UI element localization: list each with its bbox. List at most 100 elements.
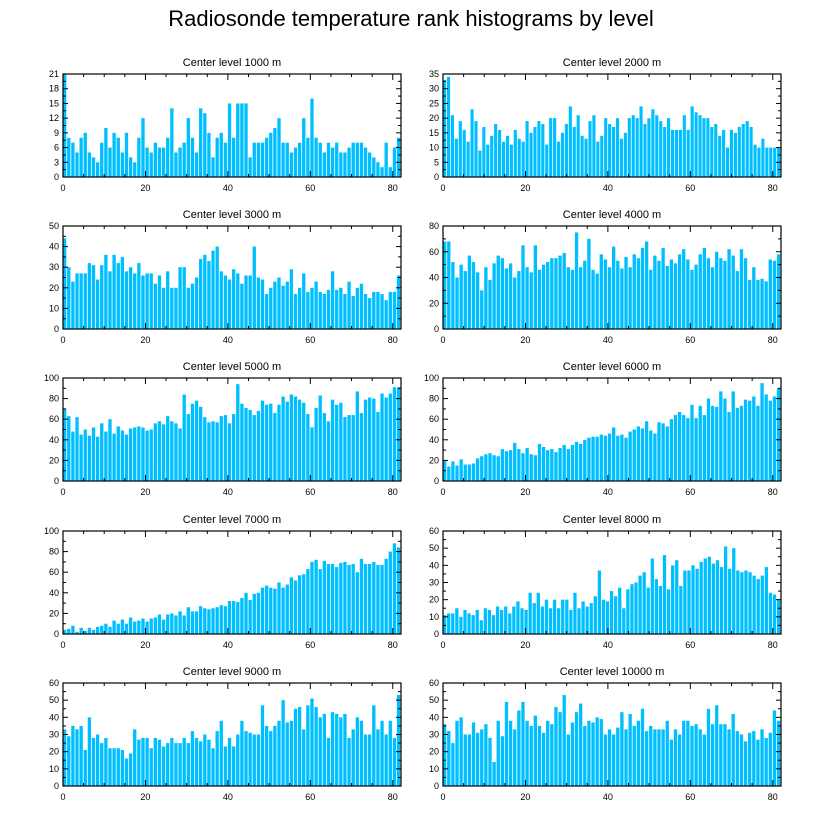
bar — [306, 414, 310, 481]
y-tick-label: 0 — [54, 172, 59, 182]
bar — [498, 129, 502, 177]
bar — [207, 609, 211, 634]
bar — [490, 135, 494, 177]
bar — [67, 267, 71, 329]
bar — [574, 441, 579, 481]
bar — [557, 608, 561, 634]
bar — [690, 269, 694, 329]
bar — [731, 713, 735, 786]
bar — [326, 142, 331, 177]
bar — [199, 606, 203, 634]
bar — [552, 599, 557, 634]
bar — [351, 415, 355, 481]
bar — [335, 567, 339, 634]
bar — [728, 568, 732, 634]
bar — [95, 162, 100, 177]
bar — [748, 732, 752, 786]
bar — [666, 589, 671, 634]
x-tick-label: 20 — [520, 487, 530, 497]
bar — [638, 575, 642, 634]
bar — [269, 587, 273, 634]
y-tick-label: 40 — [49, 435, 59, 445]
bar — [640, 428, 645, 481]
bar — [447, 466, 451, 481]
bar — [363, 563, 368, 634]
bar — [574, 712, 579, 786]
bar — [116, 426, 120, 481]
bar — [471, 615, 475, 634]
y-tick-label: 0 — [434, 172, 439, 182]
x-tick-label: 80 — [388, 183, 398, 193]
bar — [182, 737, 186, 786]
bar — [133, 729, 137, 786]
bar — [297, 707, 302, 786]
bar — [569, 609, 573, 634]
bar — [343, 417, 347, 481]
bar — [600, 135, 604, 177]
bar — [698, 729, 702, 786]
x-tick-label: 40 — [603, 335, 613, 345]
bar — [706, 118, 710, 177]
bar — [661, 423, 665, 481]
y-tick-label: 0 — [54, 324, 59, 334]
bar — [260, 279, 265, 329]
bar — [149, 748, 153, 786]
bar — [178, 147, 182, 177]
y-tick-label: 100 — [44, 373, 59, 383]
bar — [677, 734, 682, 786]
bar — [351, 563, 355, 634]
bar — [372, 157, 376, 177]
bar — [631, 115, 635, 177]
bar — [310, 698, 314, 786]
bar — [359, 558, 364, 634]
bar — [513, 277, 517, 329]
bar — [492, 761, 496, 786]
bar — [372, 561, 376, 634]
bar — [583, 260, 587, 329]
bar — [544, 599, 549, 634]
bar — [655, 115, 659, 177]
bar — [616, 435, 620, 481]
bar — [302, 402, 306, 481]
bar — [772, 396, 777, 481]
bar — [583, 725, 587, 786]
y-tick-label: 20 — [429, 113, 439, 123]
bar — [240, 283, 244, 329]
bar — [447, 613, 451, 634]
bar — [223, 746, 228, 786]
bar — [628, 713, 632, 786]
bar — [186, 607, 190, 634]
bar — [372, 398, 376, 481]
bar — [83, 749, 87, 786]
bar — [607, 729, 612, 786]
bar — [748, 400, 752, 481]
bar — [504, 701, 509, 786]
bar — [683, 570, 687, 634]
bar — [702, 118, 706, 177]
bar — [232, 137, 236, 177]
bar — [314, 407, 318, 481]
bar — [302, 574, 306, 634]
x-tick-label: 80 — [768, 640, 778, 650]
bar — [768, 592, 773, 634]
bar — [673, 415, 678, 481]
bar — [133, 162, 137, 177]
bar — [190, 611, 195, 634]
bar — [715, 251, 719, 329]
bar — [667, 118, 671, 177]
x-tick-label: 40 — [223, 335, 233, 345]
bar — [273, 725, 277, 786]
bar — [87, 152, 92, 177]
bar — [166, 271, 170, 329]
y-tick-label: 25 — [429, 98, 439, 108]
bar — [137, 739, 141, 786]
bar — [149, 152, 153, 177]
bar — [166, 743, 170, 786]
bar — [372, 291, 376, 329]
bar — [595, 436, 599, 481]
bar — [248, 409, 252, 481]
bar — [351, 142, 355, 177]
bar — [443, 724, 447, 786]
bar — [306, 291, 310, 329]
